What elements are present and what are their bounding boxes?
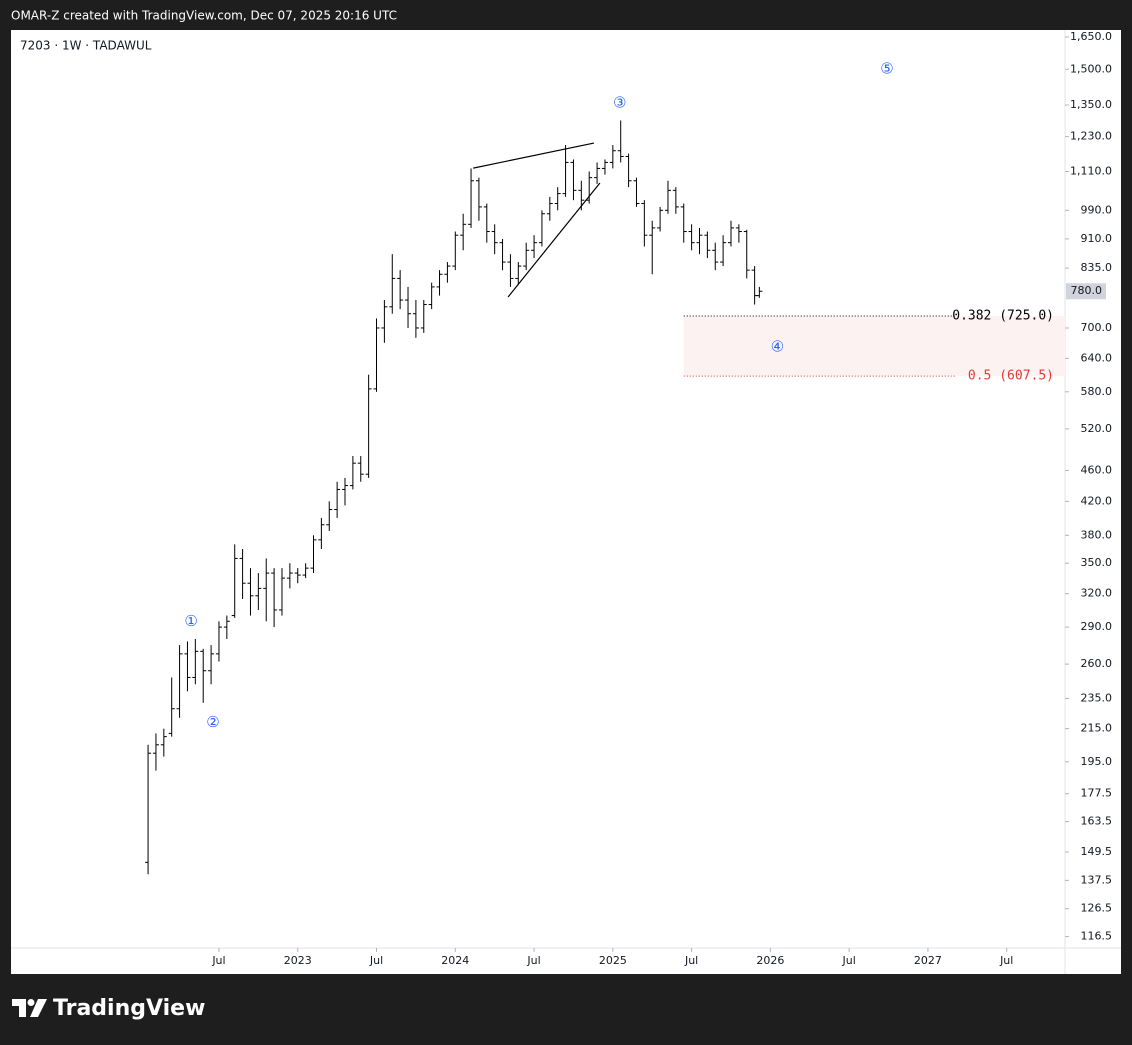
x-tick-label: 2025 [599,954,627,967]
trend-line [507,182,601,298]
y-tick-label: 260.0 [1081,657,1113,670]
x-tick-label: 2024 [441,954,469,967]
y-tick-label: 640.0 [1081,351,1113,364]
y-tick-label: 215.0 [1081,722,1113,735]
y-tick-label: 195.0 [1081,755,1113,768]
x-tick-label: Jul [842,954,856,967]
y-tick-label: 1,230.0 [1070,130,1112,143]
y-tick-label: 1,500.0 [1070,62,1112,75]
trend-line [473,142,595,169]
y-tick-label: 235.0 [1081,691,1113,704]
wave-label: ① [184,612,197,630]
x-tick-label: Jul [211,954,225,967]
wave-label: ⑤ [880,59,893,77]
wave-label: ④ [771,337,784,355]
footer-logo: TradingView [53,996,205,1021]
y-tick-label: 1,350.0 [1070,98,1112,111]
last-price-box [1066,283,1106,300]
x-tick-label: Jul [526,954,540,967]
y-tick-label: 1,650.0 [1070,30,1112,43]
logo-part [30,999,47,1017]
y-tick-label: 420.0 [1081,494,1113,507]
y-tick-label: 380.0 [1081,528,1113,541]
y-tick-label: 835.0 [1081,261,1113,274]
x-tick-label: Jul [684,954,698,967]
symbol-title: 7203 · 1W · TADAWUL [20,39,152,53]
y-tick-label: 126.5 [1081,902,1113,915]
y-tick-label: 520.0 [1081,422,1113,435]
y-tick-label: 290.0 [1081,620,1113,633]
x-tick-label: 2027 [914,954,942,967]
wave-label: ③ [613,94,626,112]
y-tick-label: 149.5 [1081,845,1113,858]
y-tick-label: 350.0 [1081,556,1113,569]
y-tick-label: 990.0 [1081,203,1113,216]
x-tick-label: 2023 [284,954,312,967]
y-tick-label: 177.5 [1081,787,1113,800]
y-tick-label: 137.5 [1081,873,1113,886]
y-tick-label: 320.0 [1081,587,1113,600]
x-tick-label: Jul [999,954,1013,967]
fib-label: 0.382 (725.0) [952,309,1054,324]
y-tick-label: 460.0 [1081,463,1113,476]
y-tick-label: 700.0 [1081,321,1113,334]
y-tick-label: 580.0 [1081,385,1113,398]
y-tick-label: 163.5 [1081,815,1113,828]
y-tick-label: 116.5 [1081,930,1113,943]
logo-part [27,999,35,1006]
fib-label: 0.5 (607.5) [968,369,1054,384]
x-tick-label: Jul [369,954,383,967]
wave-label: ② [206,713,219,731]
last-price-label: 780.0 [1071,284,1103,297]
x-tick-label: 2026 [756,954,784,967]
logo-icon [12,999,47,1017]
y-tick-label: 1,110.0 [1070,164,1112,177]
plot: 1,650.0 1,500.0 1,350.0 1,230.0 1,110.0 990.0… [145,30,1112,967]
fib-zone [683,316,1065,377]
y-tick-label: 910.0 [1081,232,1113,245]
logo-part [12,999,26,1017]
header-text: OMAR-Z created with TradingView.com, Dec… [11,9,397,23]
